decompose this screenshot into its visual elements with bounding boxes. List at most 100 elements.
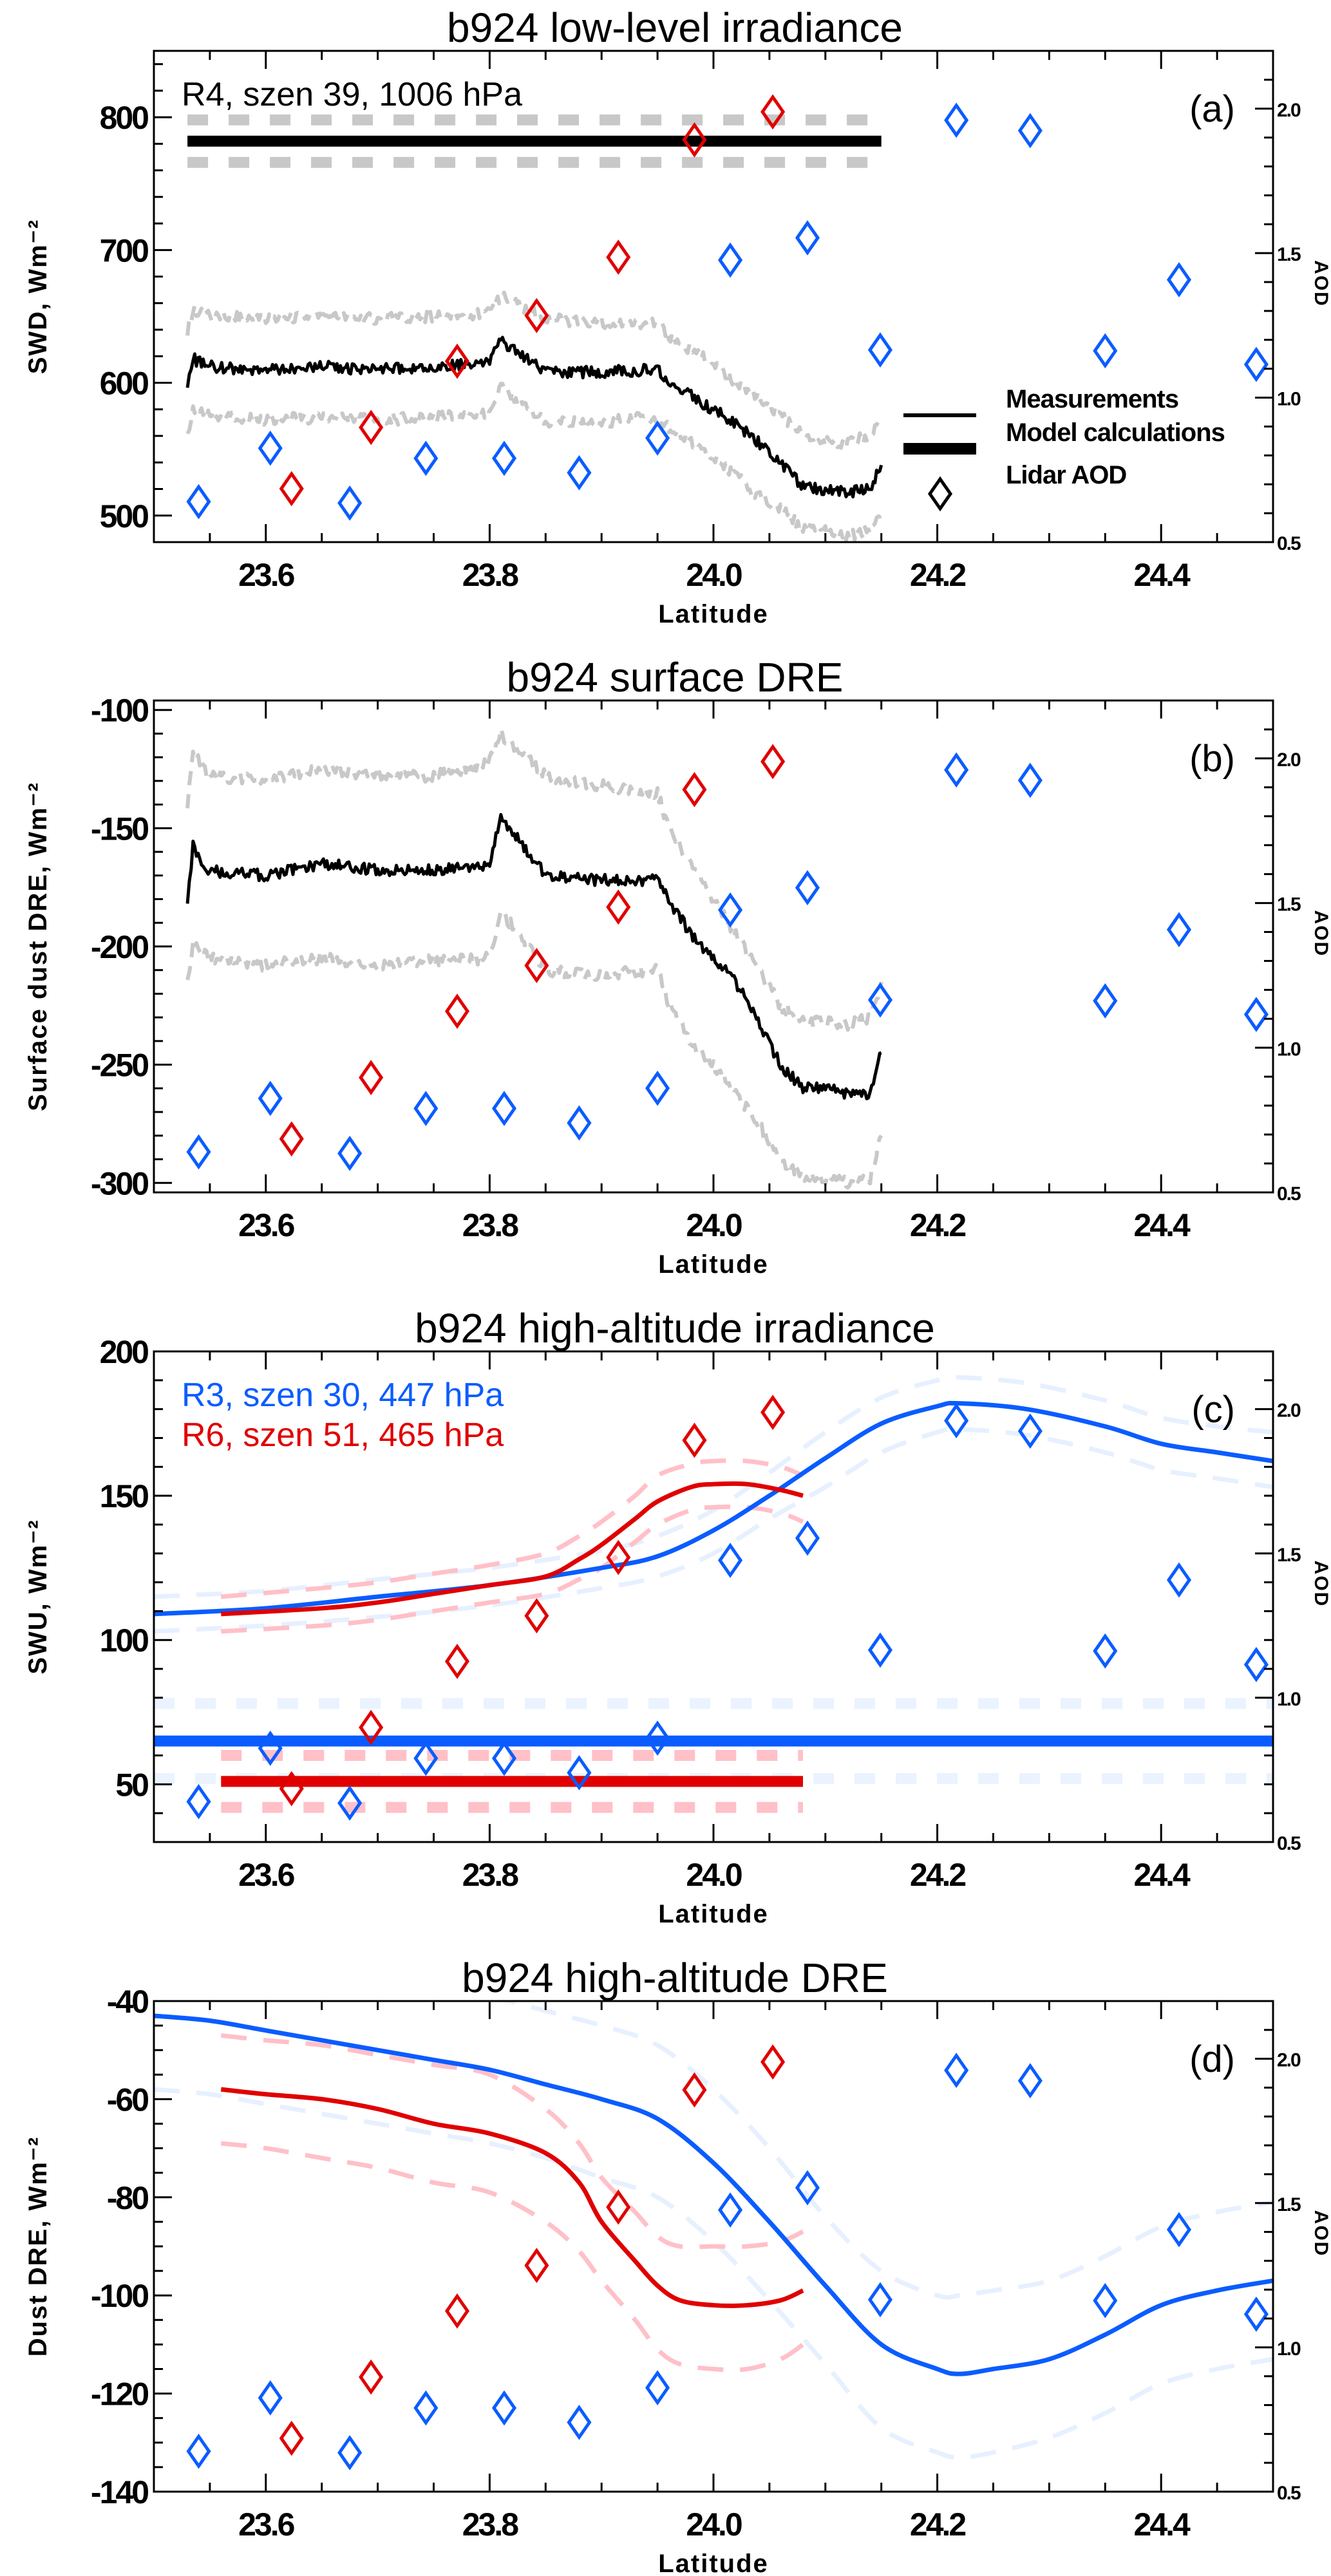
y-tick-label: 100 xyxy=(100,1622,149,1659)
plot-area xyxy=(154,2001,1273,2460)
series-R6-lower xyxy=(221,1504,804,1634)
y2-axis-label: AOD xyxy=(1310,2210,1331,2257)
series-R6-upper xyxy=(220,2033,804,2250)
y2-axis-label: AOD xyxy=(1310,910,1331,957)
lidar-aod-diamond-blue xyxy=(258,2380,283,2416)
legend-label: Measurements xyxy=(1006,385,1178,413)
x-tick-label: 24.0 xyxy=(686,1207,742,1243)
y2-tick-label: 1.0 xyxy=(1277,2338,1301,2360)
series-measurement xyxy=(185,813,882,1100)
lidar-aod-diamond-blue xyxy=(718,1543,743,1578)
lidar-aod-diamond-blue xyxy=(258,1730,283,1766)
lidar-aod-diamond-blue xyxy=(1166,262,1192,297)
x-tick-label: 23.8 xyxy=(462,2506,519,2543)
lidar-aod-diamond-blue xyxy=(867,1632,893,1668)
lidar-aod-diamond-blue xyxy=(1017,762,1043,798)
x-tick-label: 23.8 xyxy=(462,1207,519,1243)
legend-diamond-swatch xyxy=(927,476,953,512)
lidar-aod-diamond-red xyxy=(682,2072,707,2108)
lidar-aod-diamond-red xyxy=(606,889,631,925)
lidar-aod-diamond-blue xyxy=(645,1720,670,1756)
lidar-aod-diamond-blue xyxy=(944,752,969,788)
series-R3-upper xyxy=(500,2001,1273,2300)
lidar-aod-diamond-red xyxy=(760,1395,786,1430)
x-tick-label: 23.8 xyxy=(462,1857,519,1893)
y2-tick-label: 1.0 xyxy=(1277,1689,1301,1710)
lidar-aod-diamond-blue xyxy=(186,2433,211,2469)
lidar-aod-diamond-blue xyxy=(567,2405,592,2440)
lidar-aod-diamond-blue xyxy=(944,1403,969,1438)
y-tick-label: -100 xyxy=(91,693,148,729)
lidar-aod-diamond-blue xyxy=(413,1740,439,1776)
y2-tick-label: 0.5 xyxy=(1277,1833,1301,1854)
panel-letter: (a) xyxy=(1189,88,1235,130)
annotation-text: R6, szen 51, 465 hPa xyxy=(182,1416,504,1454)
panel-letter: (d) xyxy=(1189,2038,1235,2080)
lidar-aod-diamond-blue xyxy=(567,1755,592,1791)
x-tick-label: 24.2 xyxy=(910,1207,966,1243)
x-tick-label: 23.8 xyxy=(462,557,519,593)
lidar-aod-diamond-blue xyxy=(1243,997,1269,1032)
series-R3-lower xyxy=(154,1427,1273,1634)
series-R3 xyxy=(154,1400,1273,1617)
lidar-aod-diamond-blue xyxy=(867,982,893,1018)
lidar-aod-diamond-red xyxy=(524,1598,549,1633)
chart-title: b924 high-altitude irradiance xyxy=(415,1305,935,1351)
y-tick-label: -80 xyxy=(107,2180,148,2216)
lidar-aod-diamond-blue xyxy=(718,892,743,928)
lidar-aod-diamond-red xyxy=(760,2044,786,2080)
lidar-aod-diamond-blue xyxy=(1093,1633,1118,1669)
lidar-aod-diamond-blue xyxy=(567,455,592,491)
series-R6 xyxy=(220,2087,804,2308)
x-axis-label: Latitude xyxy=(658,2550,769,2576)
series-measurement-lower xyxy=(185,381,883,542)
x-tick-label: 24.0 xyxy=(686,2506,742,2543)
lidar-aod-diamond-blue xyxy=(1093,2282,1118,2318)
x-tick-label: 24.4 xyxy=(1134,557,1191,593)
lidar-aod-diamond-blue xyxy=(337,485,363,521)
lidar-aod-diamond-red xyxy=(279,1121,304,1157)
y2-tick-label: 1.0 xyxy=(1277,1039,1301,1060)
lidar-aod-diamond-blue xyxy=(795,870,820,906)
y2-tick-label: 1.0 xyxy=(1277,389,1301,410)
y-axis-label: SWU, Wm⁻² xyxy=(24,1519,52,1674)
lidar-aod-diamond-blue xyxy=(491,1740,517,1776)
chart-title: b924 low-level irradiance xyxy=(447,5,903,51)
lidar-aod-diamond-red xyxy=(444,343,470,379)
lidar-aod-diamond-blue xyxy=(718,242,743,278)
lidar-aod-diamond-blue xyxy=(186,1134,211,1170)
lidar-aod-diamond-red xyxy=(682,1422,707,1458)
x-tick-label: 24.2 xyxy=(910,2506,966,2543)
y-tick-label: 800 xyxy=(100,100,149,136)
lidar-aod-diamond-blue xyxy=(258,430,283,466)
lidar-aod-diamond-blue xyxy=(645,1070,670,1106)
lidar-aod-diamond-blue xyxy=(795,1520,820,1556)
panel-letter: (b) xyxy=(1189,738,1235,780)
lidar-aod-diamond-blue xyxy=(337,1785,363,1821)
annotation-text: R3, szen 30, 447 hPa xyxy=(182,1377,504,1414)
chart-title: b924 surface DRE xyxy=(507,654,844,700)
series-R6 xyxy=(221,1481,804,1617)
y-tick-label: -250 xyxy=(91,1048,148,1084)
lidar-aod-diamond-blue xyxy=(795,2170,820,2206)
lidar-aod-diamond-blue xyxy=(1243,1646,1269,1682)
y2-tick-label: 1.5 xyxy=(1277,894,1301,916)
lidar-aod-diamond-blue xyxy=(867,2282,893,2318)
lidar-aod-diamond-blue xyxy=(491,2390,517,2426)
x-axis-label: Latitude xyxy=(658,1250,769,1279)
y-tick-label: 200 xyxy=(100,1334,149,1370)
lidar-aod-diamond-blue xyxy=(944,2053,969,2088)
x-tick-label: 23.6 xyxy=(238,1207,294,1243)
y-axis-label: Surface dust DRE, Wm⁻² xyxy=(24,782,52,1111)
x-axis-label: Latitude xyxy=(658,600,769,628)
y-axis-label: SWD, Wm⁻² xyxy=(24,219,52,374)
y-tick-label: -140 xyxy=(91,2474,148,2510)
lidar-aod-diamond-blue xyxy=(1166,1562,1192,1598)
plot-area xyxy=(185,726,883,1190)
y2-tick-label: 0.5 xyxy=(1277,2483,1301,2504)
lidar-aod-diamond-red xyxy=(279,2420,304,2456)
lidar-aod-diamond-red xyxy=(359,2359,384,2395)
lidar-aod-diamond-blue xyxy=(645,420,670,456)
y2-axis-label: AOD xyxy=(1310,1561,1331,1608)
